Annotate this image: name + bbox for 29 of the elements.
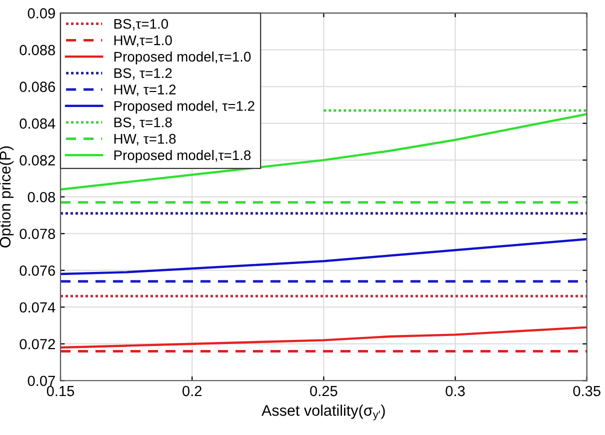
legend-label: HW,τ=1.0 [114, 35, 172, 47]
legend-label: HW, τ=1.2 [114, 84, 176, 96]
legend-label: HW, τ=1.8 [114, 134, 176, 146]
line-series [60, 113, 587, 191]
y-tick-label: 0.09 [28, 8, 55, 18]
line-series [60, 326, 587, 349]
legend-label: Proposed model, τ=1.2 [114, 100, 254, 114]
y-tick-label: 0.078 [20, 228, 56, 240]
y-tick-label: 0.07 [28, 376, 55, 386]
x-tick-label: 0.2 [182, 386, 202, 396]
x-tick-label: 0.3 [446, 386, 465, 396]
legend-label: BS, τ=1.2 [114, 68, 172, 80]
y-tick-label: 0.072 [20, 338, 55, 350]
y-tick-label: 0.08 [28, 192, 56, 202]
x-tick-label: 0.15 [46, 386, 74, 396]
y-tick-label: 0.084 [20, 118, 56, 129]
legend-label: BS,τ=1.0 [114, 18, 168, 30]
y-tick-label: 0.088 [20, 44, 56, 56]
y-tick-label: 0.074 [20, 302, 56, 313]
legend-label: Proposed model,τ=1.8 [114, 150, 251, 163]
y-tick-label: 0.086 [20, 82, 55, 92]
y-tick-label: 0.082 [20, 155, 55, 166]
legend-label: Proposed model,τ=1.0 [114, 51, 251, 64]
y-tick-label: 0.076 [20, 265, 55, 276]
x-axis-title: Asset volatility(σ$_{y′}$) [262, 404, 385, 420]
legend-label: BS, τ=1.8 [114, 117, 172, 129]
x-tick-label: 0.25 [310, 386, 338, 396]
line-series [60, 238, 587, 276]
x-tick-label: 0.35 [573, 386, 600, 396]
